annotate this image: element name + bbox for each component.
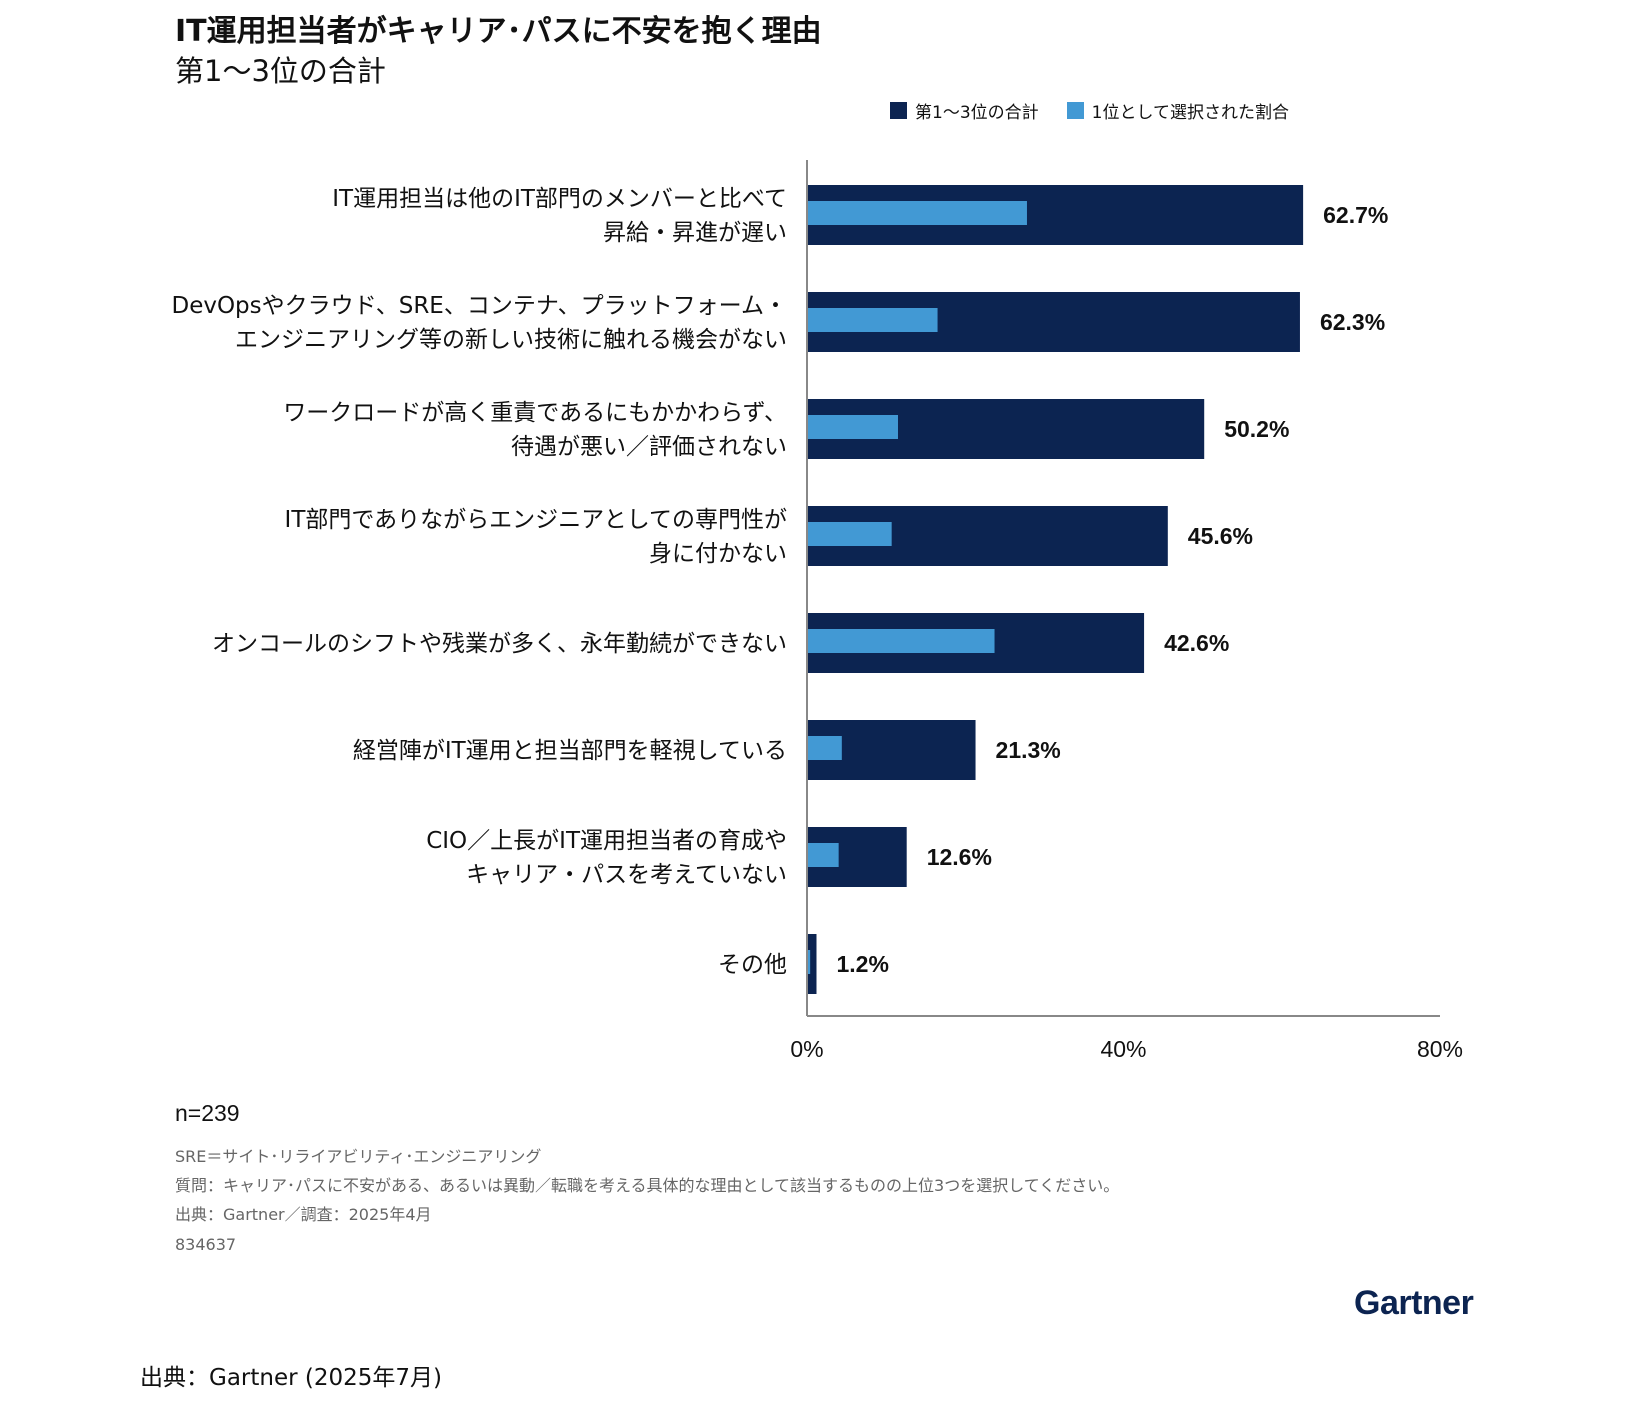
- category-label-1-0: DevOpsやクラウド、SRE、コンテナ、プラットフォーム・: [171, 293, 787, 319]
- category-label-0-0: IT運用担当は他のIT部門のメンバーと比べて: [332, 186, 787, 212]
- bar-first-5: [807, 736, 842, 760]
- sample-size: n=239: [175, 1100, 240, 1126]
- bar-first-4: [807, 629, 995, 653]
- category-label-3-0: IT部門でありながらエンジニアとしての専門性が: [285, 507, 787, 533]
- value-label-1: 62.3%: [1320, 309, 1385, 335]
- bar-first-0: [807, 201, 1027, 225]
- value-label-2: 50.2%: [1224, 416, 1289, 442]
- legend-label-total: 第1～3位の合計: [915, 103, 1039, 123]
- value-label-7: 1.2%: [836, 951, 888, 977]
- chart-title: IT運用担当者がキャリア･パスに不安を抱く理由: [175, 14, 822, 49]
- legend-item-total: 第1～3位の合計: [890, 98, 1039, 123]
- legend-label-first: 1位として選択された割合: [1091, 103, 1289, 123]
- legend-swatch-total: [890, 102, 907, 119]
- category-label-2-1: 待遇が悪い／評価されない: [511, 434, 787, 460]
- x-tick-label-0: 0%: [790, 1036, 823, 1062]
- category-label-6-1: キャリア・パスを考えていない: [466, 862, 787, 888]
- legend-item-first: 1位として選択された割合: [1066, 98, 1289, 123]
- category-label-5-0: 経営陣がIT運用と担当部門を軽視している: [353, 738, 787, 764]
- chart-subtitle: 第1～3位の合計: [175, 54, 386, 88]
- bar-first-7: [807, 950, 811, 974]
- value-label-0: 62.7%: [1323, 202, 1388, 228]
- category-label-0-1: 昇給・昇進が遅い: [603, 220, 787, 246]
- note-sre: SRE＝サイト･リライアビリティ･エンジニアリング: [175, 1147, 542, 1166]
- x-tick-label-1: 40%: [1100, 1036, 1146, 1062]
- legend-swatch-first: [1066, 102, 1084, 119]
- value-label-3: 45.6%: [1188, 523, 1253, 549]
- category-label-6-0: CIO／上長がIT運用担当者の育成や: [426, 828, 787, 854]
- note-source: 出典：Gartner／調査：2025年4月: [175, 1205, 432, 1224]
- image-source: 出典：Gartner (2025年7月): [140, 1365, 442, 1391]
- bar-first-6: [807, 843, 839, 867]
- category-label-4-0: オンコールのシフトや残業が多く、永年勤続ができない: [212, 631, 787, 657]
- note-question: 質問：キャリア･パスに不安がある、あるいは異動／転職を考える具体的な理由として該…: [175, 1176, 1120, 1195]
- value-label-6: 12.6%: [927, 844, 992, 870]
- bar-total-7: [807, 934, 817, 994]
- category-label-3-1: 身に付かない: [649, 541, 787, 567]
- bar-first-1: [807, 308, 938, 332]
- category-label-7-0: その他: [718, 952, 787, 978]
- bar-first-3: [807, 522, 892, 546]
- bar-first-2: [807, 415, 898, 439]
- category-label-1-1: エンジニアリング等の新しい技術に触れる機会がない: [235, 327, 787, 353]
- value-label-5: 21.3%: [996, 737, 1061, 763]
- gartner-logo: Gartner: [1354, 1284, 1474, 1322]
- note-id: 834637: [175, 1235, 237, 1254]
- value-label-4: 42.6%: [1164, 630, 1229, 656]
- legend: 第1～3位の合計 1位として選択された割合: [890, 98, 1317, 123]
- category-label-2-0: ワークロードが高く重責であるにもかかわらず、: [283, 400, 787, 426]
- x-tick-label-2: 80%: [1417, 1036, 1463, 1062]
